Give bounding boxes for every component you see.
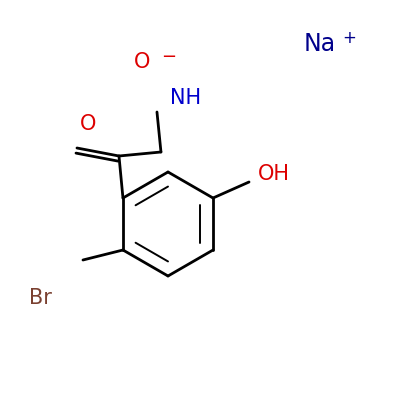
Text: Na: Na bbox=[304, 32, 336, 56]
Text: NH: NH bbox=[170, 88, 202, 108]
Text: O: O bbox=[80, 114, 96, 134]
Text: −: − bbox=[161, 48, 176, 66]
Text: Br: Br bbox=[28, 288, 52, 308]
Text: OH: OH bbox=[258, 164, 290, 184]
Text: O: O bbox=[134, 52, 150, 72]
Text: +: + bbox=[342, 29, 356, 47]
